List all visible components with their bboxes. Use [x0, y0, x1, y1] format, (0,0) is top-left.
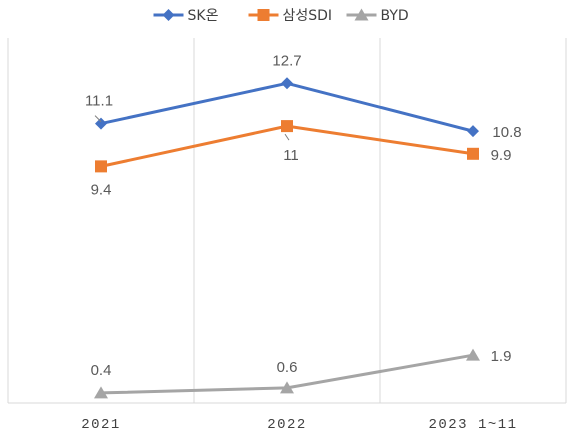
legend-marker [354, 8, 369, 21]
data-point-marker [467, 125, 479, 138]
data-label: 9.9 [491, 147, 512, 164]
data-label: 11 [283, 147, 299, 164]
legend-label: BYD [381, 8, 409, 24]
legend-entry-sk온: SK온 [153, 8, 219, 24]
legend-label: 삼성SDI [283, 8, 333, 24]
data-label: 12.7 [272, 52, 301, 69]
x-tick-label: 2022 [267, 417, 307, 433]
leader-line [284, 133, 290, 141]
data-point-marker [281, 120, 293, 133]
legend-entry-삼성sdi: 삼성SDI [248, 8, 333, 24]
data-label: 11.1 [85, 93, 113, 110]
data-point-marker [94, 386, 108, 399]
legend-marker [162, 9, 175, 21]
legend-entry-byd: BYD [346, 8, 409, 24]
data-point-marker [95, 117, 107, 130]
data-label: 0.6 [277, 359, 298, 376]
series-삼성sdi [95, 120, 479, 173]
series-byd [94, 348, 480, 399]
data-point-marker [467, 147, 479, 160]
legend: SK온 삼성SDI BYD [153, 8, 409, 24]
leader-line [94, 115, 102, 122]
grid-layer [7, 38, 567, 403]
data-label-layer: 11.1 12.7 10.8 9.4 11 9.9 0.4 0.6 1.9 [85, 52, 522, 379]
data-label: 9.4 [91, 181, 112, 198]
series-sk온 [95, 77, 479, 138]
data-point-marker [466, 348, 480, 361]
data-point-marker [95, 160, 107, 173]
axis-layer: 2021 2022 2023 1~11 [8, 402, 566, 433]
legend-label: SK온 [188, 8, 219, 24]
data-point-marker [281, 77, 293, 90]
data-label: 10.8 [492, 124, 521, 141]
data-point-marker [280, 381, 294, 394]
x-tick-label: 2021 [81, 417, 121, 433]
data-label: 0.4 [91, 362, 112, 379]
x-tick-label: 2023 1~11 [428, 417, 517, 433]
legend-marker [257, 9, 270, 21]
data-label: 1.9 [491, 348, 512, 365]
series-layer [94, 77, 480, 399]
